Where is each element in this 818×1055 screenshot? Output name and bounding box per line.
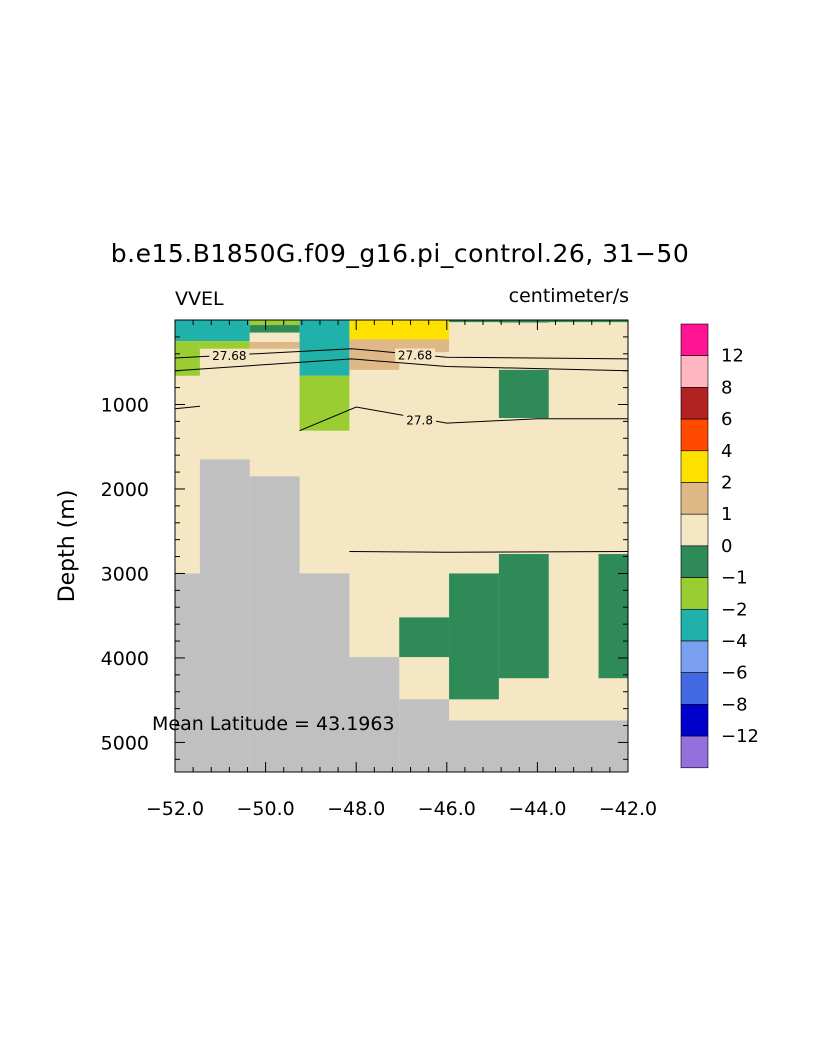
contour-label-0-1: 27.68	[398, 348, 432, 362]
velocity-cell-2	[199, 341, 250, 349]
velocity-cell-9	[299, 375, 350, 431]
legend-label: −8	[721, 694, 748, 715]
y-tick-label: 2000	[101, 479, 149, 501]
y-tick-label: 3000	[101, 563, 149, 585]
velocity-cell-1	[175, 341, 200, 351]
density-contours: 27.68 27.68 27.8	[174, 348, 629, 553]
velocity-cell-17	[449, 573, 499, 700]
y-axis-label: Depth (m)	[55, 490, 80, 603]
legend-swatch-0_1	[680, 513, 709, 547]
y-tick-label: 5000	[101, 732, 149, 754]
legend-swatch-6_8	[680, 387, 709, 420]
contour-label-0-0: 27.68	[212, 349, 246, 363]
velocity-cell-0	[175, 320, 250, 342]
mean-latitude-annotation: Mean Latitude = 43.1963	[152, 713, 395, 735]
contour-line-2	[174, 405, 200, 410]
x-tick-label: −52.0	[146, 798, 204, 820]
contour-line-3	[299, 406, 628, 432]
variable-label: VVEL	[175, 288, 224, 310]
legend-label: 6	[721, 409, 732, 430]
legend-label: −4	[721, 631, 748, 652]
velocity-cell-18	[399, 617, 450, 658]
legend-swatch-8_12	[680, 355, 709, 388]
units-label: centimeter/s	[509, 285, 629, 307]
legend-swatch-m12_m8	[680, 704, 709, 737]
land-column-0	[175, 573, 200, 772]
contour-label-bg-0-0	[209, 348, 250, 363]
axis-ticks: −52.0 −50.0 −48.0 −46.0 −44.0 −42.0 1000 2000 30…	[101, 320, 657, 820]
velocity-cell-3	[175, 350, 200, 376]
land-column-3	[299, 573, 350, 772]
contour-line-1	[174, 358, 629, 372]
contour-label-bg-3-0	[403, 413, 437, 428]
legend-label: 8	[721, 377, 732, 398]
velocity-cell-11	[349, 339, 400, 370]
land-column-6	[449, 720, 628, 772]
velocity-cell-7	[249, 341, 300, 349]
legend-swatch-m1_0	[680, 545, 709, 578]
legend-label: 0	[721, 536, 732, 557]
x-tick-label: −44.0	[508, 798, 566, 820]
velocity-cell-6	[249, 332, 300, 342]
legend-swatch-1_2	[680, 482, 709, 515]
velocity-cell-19	[598, 554, 628, 679]
velocity-cell-14	[498, 320, 549, 323]
legend-swatch-m4_m2	[680, 608, 709, 642]
velocity-cell-8	[299, 320, 350, 376]
velocity-cells	[175, 320, 628, 700]
legend-swatch-below_m12	[680, 735, 709, 769]
legend-label: −6	[721, 663, 748, 684]
legend-label: 2	[721, 473, 732, 494]
legend-swatch-m2_m1	[680, 577, 709, 610]
contour-label-3-0: 27.8	[406, 414, 433, 428]
land-column-5	[399, 699, 450, 772]
plot-frame	[174, 319, 629, 773]
velocity-cell-5	[249, 325, 300, 333]
land-mask	[175, 459, 628, 772]
legend-swatch-2_4	[680, 450, 709, 483]
velocity-cell-10	[349, 320, 450, 340]
legend-label: 4	[721, 441, 732, 462]
legend-label: 12	[721, 346, 744, 367]
y-tick-label: 4000	[101, 648, 149, 670]
y-tick-label: 1000	[101, 394, 149, 416]
x-tick-label: −48.0	[327, 798, 385, 820]
x-tick-label: −42.0	[599, 798, 657, 820]
plot-area: 27.68 27.68 27.8 −52.0 −50.0 −48.0 −46.0 −44.0…	[101, 319, 657, 820]
contour-label-bg-0-1	[395, 348, 436, 363]
land-column-4	[349, 657, 400, 772]
chart-title: b.e15.B1850G.f09_g16.pi_control.26, 31−5…	[111, 239, 689, 268]
legend-label: −12	[721, 726, 759, 747]
legend-label: −1	[721, 568, 748, 589]
velocity-cell-15	[498, 369, 549, 419]
legend-label: 1	[721, 504, 732, 525]
legend-swatch-4_6	[680, 418, 709, 452]
color-legend: 12 8 6 4 2 1 0 −1 −2 −4 −6 −8 −12	[680, 323, 759, 769]
legend-swatch-m8_m6	[680, 672, 709, 705]
contour-line-4	[349, 551, 629, 553]
legend-label: −2	[721, 599, 748, 620]
legend-swatch-m6_m4	[680, 640, 709, 674]
land-column-1	[199, 459, 250, 772]
x-tick-label: −46.0	[418, 798, 476, 820]
land-column-2	[249, 476, 300, 772]
velocity-cell-4	[249, 320, 300, 326]
velocity-cell-16	[498, 554, 549, 679]
x-tick-label: −50.0	[236, 798, 294, 820]
legend-swatch-12_up	[680, 323, 709, 357]
